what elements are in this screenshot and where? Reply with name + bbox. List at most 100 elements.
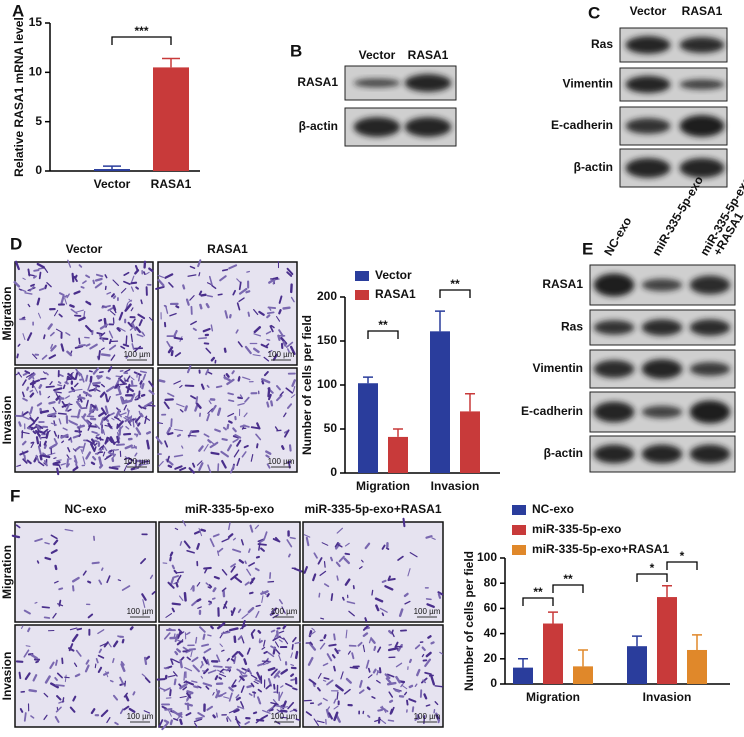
cell bbox=[208, 584, 213, 588]
cell bbox=[424, 658, 432, 668]
cell bbox=[105, 385, 115, 393]
cell bbox=[168, 282, 174, 288]
cell bbox=[185, 712, 192, 717]
cell bbox=[187, 274, 197, 277]
cell bbox=[171, 607, 175, 613]
cell bbox=[244, 396, 250, 403]
cell bbox=[235, 696, 241, 701]
cell bbox=[146, 439, 150, 450]
cell bbox=[100, 709, 109, 718]
cell bbox=[291, 379, 296, 388]
blot-row-label: Ras bbox=[561, 320, 583, 334]
cell bbox=[275, 315, 281, 322]
cell bbox=[191, 680, 198, 683]
cell bbox=[245, 290, 251, 294]
cell bbox=[103, 446, 108, 452]
cell bbox=[190, 650, 193, 658]
cell bbox=[364, 617, 368, 622]
cell bbox=[207, 371, 213, 375]
cell bbox=[168, 709, 172, 717]
blot-band bbox=[593, 360, 635, 378]
cell bbox=[53, 580, 59, 584]
cell bbox=[207, 586, 211, 589]
cell bbox=[250, 674, 258, 680]
micrograph-column-label: NC-exo bbox=[64, 502, 106, 516]
cell bbox=[72, 695, 77, 702]
cell bbox=[266, 593, 270, 598]
cell bbox=[387, 719, 395, 722]
blot-band bbox=[625, 36, 671, 54]
y-axis-label: Relative RASA1 mRNA level bbox=[12, 17, 26, 177]
cell bbox=[92, 279, 96, 285]
cell bbox=[44, 284, 48, 290]
cell bbox=[44, 675, 51, 684]
cell bbox=[258, 310, 265, 316]
cell bbox=[119, 375, 123, 379]
cell bbox=[129, 415, 133, 424]
cell bbox=[44, 556, 52, 561]
cell bbox=[247, 606, 255, 614]
cell bbox=[346, 600, 356, 605]
cell bbox=[141, 331, 146, 337]
scale-bar-label: 100 µm bbox=[268, 350, 295, 359]
cell bbox=[128, 457, 135, 462]
cell bbox=[191, 656, 199, 663]
cell bbox=[226, 717, 229, 722]
cell bbox=[203, 647, 212, 654]
cell bbox=[38, 461, 45, 467]
x-tick-label: Migration bbox=[356, 479, 410, 493]
cell bbox=[173, 717, 179, 721]
cell bbox=[140, 299, 143, 305]
cell bbox=[367, 674, 373, 679]
cell bbox=[345, 677, 352, 684]
cell bbox=[126, 419, 131, 422]
cell bbox=[57, 384, 63, 387]
cell bbox=[88, 370, 93, 373]
cell bbox=[293, 708, 298, 712]
x-tick-label: RASA1 bbox=[151, 177, 192, 191]
scale-bar-label: 100 µm bbox=[414, 607, 441, 616]
cell bbox=[236, 302, 241, 311]
blot-row-label: β-actin bbox=[299, 119, 338, 133]
blot-band bbox=[593, 273, 635, 297]
cell bbox=[203, 566, 212, 570]
cell bbox=[167, 392, 175, 398]
cell bbox=[123, 465, 128, 472]
cell bbox=[138, 319, 143, 327]
cell bbox=[207, 634, 212, 637]
cell bbox=[43, 692, 49, 698]
cell bbox=[70, 350, 73, 354]
error-bar bbox=[465, 393, 475, 412]
cell bbox=[98, 334, 105, 342]
cell bbox=[408, 698, 417, 703]
cell bbox=[131, 322, 137, 331]
cell bbox=[425, 535, 433, 539]
cell bbox=[226, 657, 230, 662]
cell bbox=[250, 682, 255, 688]
cell bbox=[437, 591, 444, 596]
cell bbox=[116, 420, 124, 429]
cell bbox=[371, 696, 376, 699]
y-tick-label: 5 bbox=[35, 114, 42, 128]
cell bbox=[169, 689, 172, 697]
cell bbox=[137, 313, 146, 320]
cell bbox=[78, 403, 83, 410]
cell bbox=[73, 290, 81, 295]
cell bbox=[387, 647, 399, 652]
cell bbox=[75, 368, 81, 377]
cell bbox=[177, 631, 185, 637]
cell bbox=[278, 691, 284, 700]
cell bbox=[241, 674, 248, 678]
cell bbox=[58, 418, 62, 425]
cell bbox=[262, 709, 271, 714]
cell bbox=[201, 643, 210, 647]
cell bbox=[107, 451, 116, 457]
cell bbox=[114, 721, 119, 726]
cell bbox=[53, 457, 57, 460]
cell bbox=[169, 556, 172, 562]
cell bbox=[19, 450, 29, 456]
bar bbox=[513, 667, 533, 684]
cell bbox=[183, 592, 187, 602]
cell bbox=[98, 648, 103, 654]
cell bbox=[206, 658, 210, 666]
